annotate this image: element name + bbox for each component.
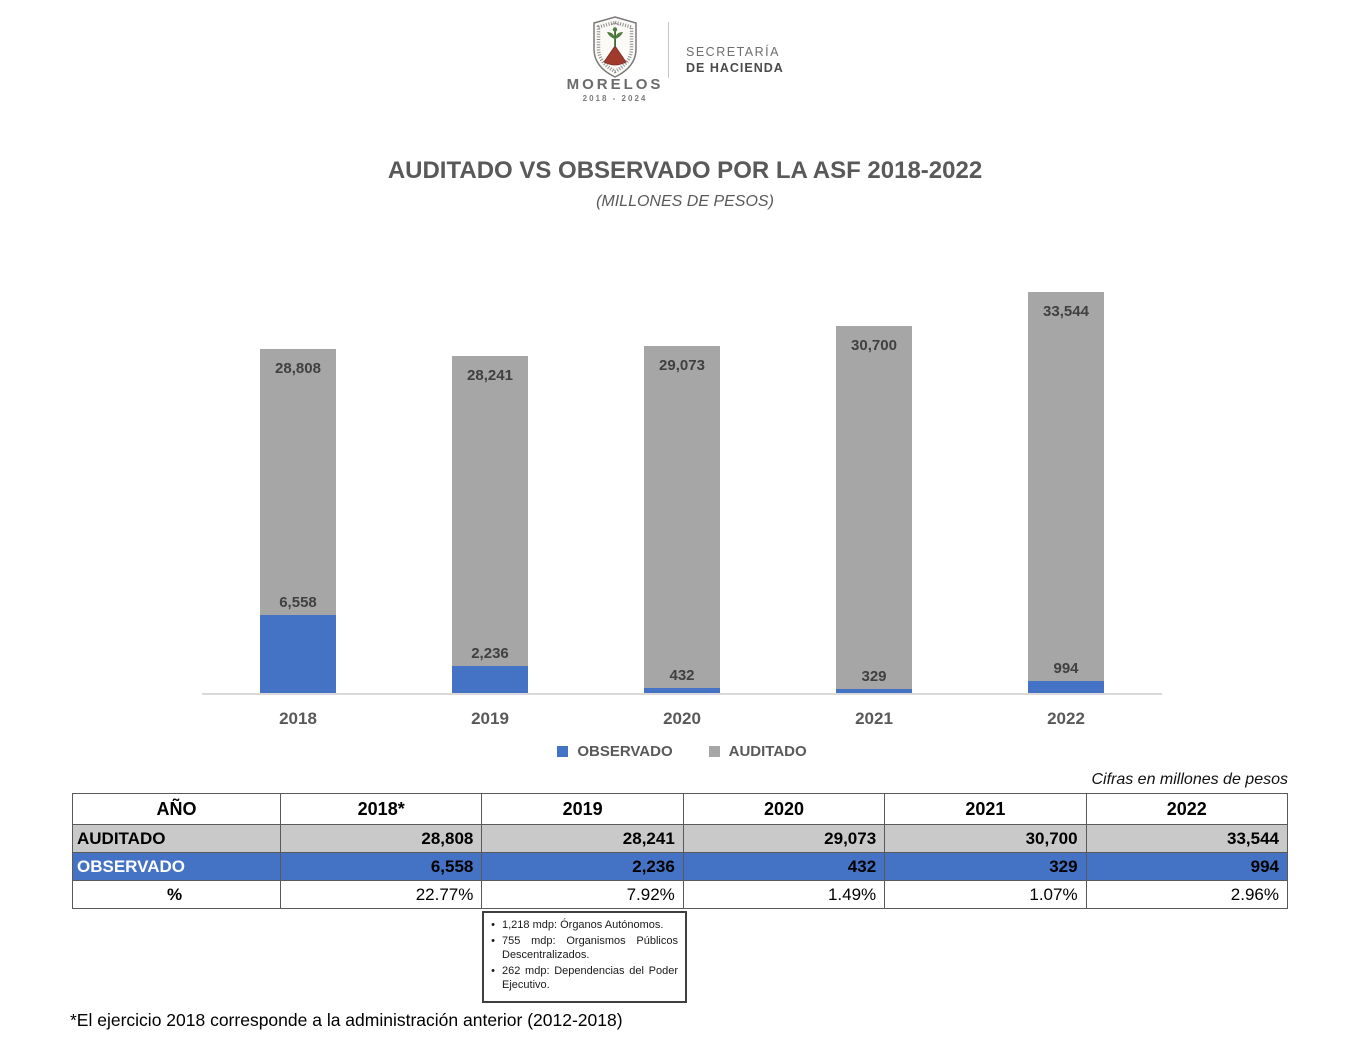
table-header-ano: AÑO	[72, 793, 281, 825]
table-row-pct: % 22.77% 7.92% 1.49% 1.07% 2.96%	[72, 880, 1289, 909]
bar-group-2022: 33,544 994	[970, 275, 1162, 693]
chart-title: AUDITADO VS OBSERVADO POR LA ASF 2018-20…	[387, 157, 983, 184]
table-cell: 329	[884, 852, 1087, 881]
table-cell: 30,700	[884, 824, 1087, 853]
observado-bar-2021	[836, 689, 912, 693]
brand-header: MORELOS 2018 - 2024 SECRETARÍA DE HACIEN…	[0, 0, 1370, 120]
auditado-bar-2019	[452, 356, 528, 693]
brand-state-name: MORELOS	[566, 76, 664, 93]
secretaria-line2: DE HACIENDA	[686, 61, 784, 75]
secretaria-wordmark: SECRETARÍA DE HACIENDA	[686, 45, 784, 75]
table-cell: 28,241	[481, 824, 684, 853]
observado-value-label: 432	[669, 667, 695, 684]
table-header-2020: 2020	[682, 793, 886, 825]
note-item: • 262 mdp: Dependencias del Poder Ejecuti…	[489, 964, 678, 993]
auditado-value-label: 29,073	[659, 357, 705, 374]
brand-divider	[668, 22, 669, 78]
table-cell: 22.77%	[279, 880, 483, 909]
row-label: AUDITADO	[72, 824, 281, 853]
table-cell: 2.96%	[1085, 880, 1289, 909]
table-cell: 6,558	[279, 852, 483, 881]
footnote: *El ejercicio 2018 corresponde a la admi…	[70, 1010, 623, 1030]
note-item: • 1,218 mdp: Órganos Autónomos.	[489, 918, 678, 933]
note-text: 755 mdp: Organismos Públicos Descentrali…	[502, 934, 678, 962]
bullet-icon: •	[491, 919, 495, 931]
chart-legend: OBSERVADO AUDITADO	[202, 743, 1162, 760]
auditado-value-label: 28,241	[467, 367, 513, 384]
chart-subtitle: (MILLONES DE PESOS)	[596, 193, 774, 210]
auditado-value-label: 30,700	[851, 337, 897, 354]
legend-label: AUDITADO	[728, 743, 807, 760]
note-item: • 755 mdp: Organismos Públicos Descentral…	[489, 934, 678, 963]
x-axis-label-2020: 2020	[663, 709, 701, 728]
auditado-bar-2020	[644, 346, 720, 693]
table-cell: 29,073	[682, 824, 886, 853]
observado-value-label: 994	[1053, 660, 1079, 677]
observado-bar-2018	[260, 615, 336, 693]
legend-label: OBSERVADO	[577, 743, 673, 760]
auditado-bar-2021	[836, 326, 912, 693]
auditado-value-label: 28,808	[275, 360, 321, 377]
note-text: 1,218 mdp: Órganos Autónomos.	[502, 919, 664, 931]
x-axis-label-2018: 2018	[279, 709, 317, 728]
observado-value-label: 6,558	[279, 594, 317, 611]
x-axis-label-2022: 2022	[1047, 709, 1085, 728]
observado-breakdown-note: • 1,218 mdp: Órganos Autónomos. • 755 mdp: …	[482, 911, 687, 1003]
brand-period: 2018 - 2024	[582, 94, 648, 103]
table-header-2022: 2022	[1085, 793, 1289, 825]
table-cell: 33,544	[1085, 824, 1289, 853]
table-header-2018: 2018*	[279, 793, 483, 825]
table-caption: Cifras en millones de pesos	[1091, 771, 1288, 788]
table-header-2019: 2019	[481, 793, 684, 825]
auditado-bar-2022	[1028, 292, 1104, 693]
table-row-observado: OBSERVADO 6,558 2,236 432 329 994	[72, 852, 1289, 881]
legend-swatch-icon	[708, 746, 720, 757]
table-cell: 2,236	[481, 852, 684, 881]
table-cell: 1.07%	[884, 880, 1087, 909]
bullet-icon: •	[491, 964, 495, 977]
legend-item-observado: OBSERVADO	[557, 743, 673, 760]
bar-group-2018: 28,808 6,558	[202, 275, 394, 693]
observado-value-label: 329	[861, 668, 887, 685]
row-label: OBSERVADO	[72, 852, 281, 881]
bullet-icon: •	[491, 934, 495, 947]
table-header-2021: 2021	[884, 793, 1087, 825]
x-axis-labels: 2018 2019 2020 2021 2022	[202, 709, 1162, 729]
legend-swatch-icon	[557, 746, 569, 757]
morelos-emblem-icon	[593, 16, 637, 78]
observado-bar-2022	[1028, 681, 1104, 693]
table-cell: 7.92%	[481, 880, 684, 909]
table-cell: 432	[682, 852, 886, 881]
legend-item-auditado: AUDITADO	[708, 743, 807, 760]
observado-bar-2019	[452, 666, 528, 693]
row-label: %	[72, 880, 281, 909]
bar-group-2019: 28,241 2,236	[394, 275, 586, 693]
secretaria-line1: SECRETARÍA	[686, 45, 780, 59]
bar-group-2020: 29,073 432	[586, 275, 778, 693]
auditado-value-label: 33,544	[1043, 303, 1089, 320]
observado-value-label: 2,236	[471, 645, 509, 662]
bar-chart: 28,808 6,558 28,241 2,236 29,073 432 30,700 329…	[202, 275, 1162, 775]
note-text: 262 mdp: Dependencias del Poder Ejecutiv…	[502, 964, 678, 992]
table-cell: 1.49%	[682, 880, 886, 909]
summary-table: AÑO 2018* 2019 2020 2021 2022 AUDITADO 28,808 28…	[72, 793, 1289, 909]
plot-area: 28,808 6,558 28,241 2,236 29,073 432 30,700 329…	[202, 275, 1162, 693]
table-cell: 28,808	[279, 824, 483, 853]
table-row-auditado: AUDITADO 28,808 28,241 29,073 30,700 33,544	[72, 824, 1289, 853]
table-cell: 994	[1085, 852, 1289, 881]
x-axis-line	[202, 693, 1162, 695]
observado-bar-2020	[644, 688, 720, 693]
x-axis-label-2019: 2019	[471, 709, 509, 728]
bar-group-2021: 30,700 329	[778, 275, 970, 693]
x-axis-label-2021: 2021	[855, 709, 893, 728]
